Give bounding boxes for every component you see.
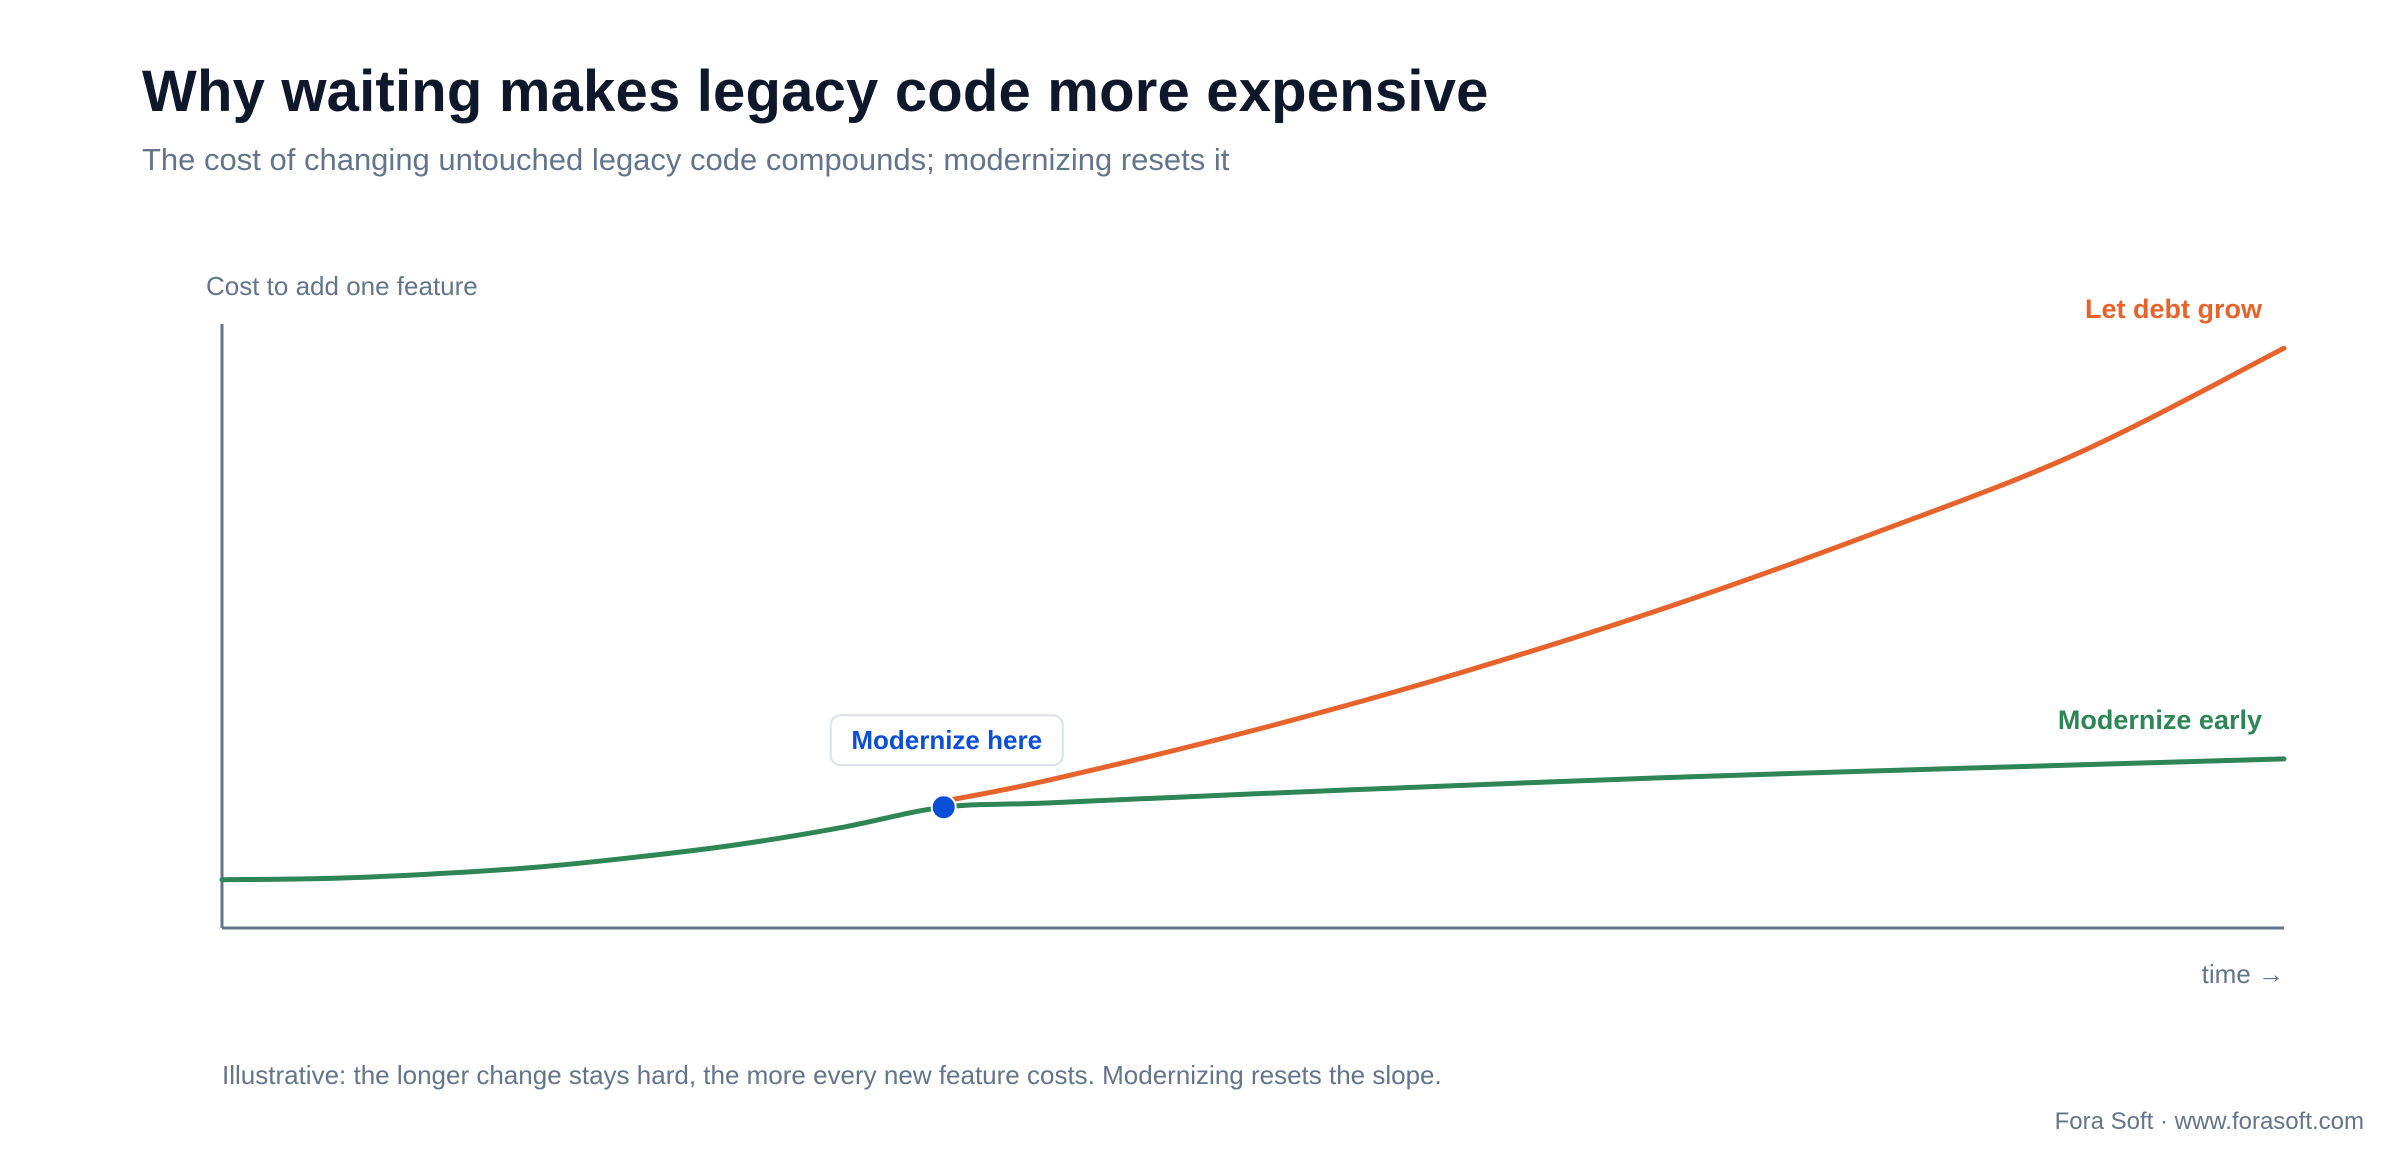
- series-label-let-debt-grow: Let debt grow: [2085, 294, 2263, 324]
- modernize-point-marker: [930, 794, 957, 821]
- annotation-label: Modernize here: [851, 725, 1042, 755]
- x-axis-label: time →: [2202, 959, 2284, 989]
- chart-credit: Fora Soft · www.forasoft.com: [2054, 1108, 2364, 1135]
- series-line-modernize-early: [219, 756, 2287, 883]
- series-label-modernize-early: Modernize early: [2058, 705, 2262, 735]
- annotation-callout-box: [829, 714, 1064, 767]
- series-line-let-debt-grow: [941, 345, 2287, 804]
- chart-footnote: Illustrative: the longer change stays ha…: [222, 1060, 1442, 1090]
- plot-area: Let debt grow Modernize early Modernize he…: [219, 294, 2287, 930]
- chart-title: Why waiting makes legacy code more expen…: [142, 59, 1489, 124]
- chart-subtitle: The cost of changing untouched legacy co…: [142, 142, 1230, 177]
- y-axis-label: Cost to add one feature: [206, 271, 478, 301]
